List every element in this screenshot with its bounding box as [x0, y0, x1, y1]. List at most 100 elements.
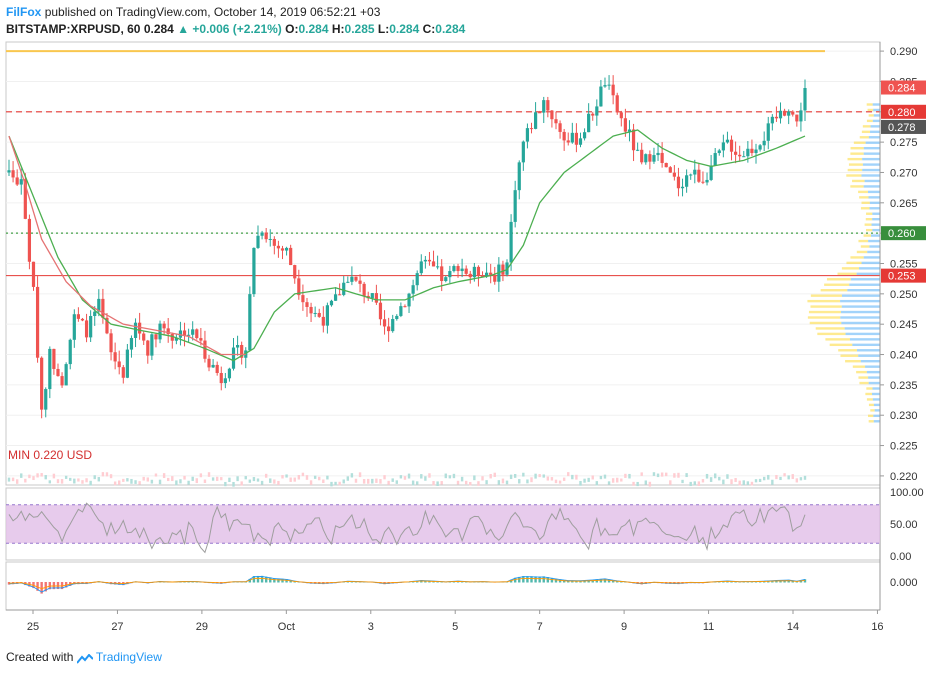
- volume-bar: [289, 477, 292, 482]
- profile-bar-down: [865, 141, 880, 144]
- candle-body: [587, 113, 591, 133]
- candle-body: [105, 317, 109, 334]
- moving-averages: [8, 129, 806, 362]
- volume-bar: [334, 481, 337, 486]
- volume-bar: [122, 478, 125, 482]
- candle-body: [76, 314, 80, 319]
- volume-bar: [399, 475, 403, 479]
- candle-body: [268, 238, 272, 240]
- high-value: 0.285: [344, 22, 375, 36]
- volume-bar: [383, 475, 386, 480]
- candle-body: [640, 149, 644, 163]
- volume-bar: [195, 478, 198, 484]
- macd-histogram-bar: [522, 576, 525, 583]
- candle-body: [611, 84, 615, 96]
- candle-body: [187, 334, 191, 336]
- profile-bar-up: [865, 218, 873, 221]
- candle-body: [113, 352, 117, 362]
- profile-bar-up: [817, 332, 846, 336]
- candle-body: [754, 149, 758, 154]
- publish-header: FilFox published on TradingView.com, Oct…: [6, 5, 380, 19]
- volume-bar: [722, 479, 725, 485]
- price-label-box: [881, 226, 926, 241]
- candle-body: [403, 306, 407, 308]
- volume-bar: [318, 476, 321, 481]
- publisher-name[interactable]: FilFox: [6, 5, 42, 19]
- profile-bar-up: [860, 207, 870, 210]
- candle-body: [333, 294, 338, 301]
- candle-body: [382, 319, 387, 327]
- profile-bar-down: [873, 414, 880, 418]
- candle-body: [697, 169, 701, 182]
- tradingview-brand[interactable]: TradingView: [95, 650, 162, 664]
- volume-bar: [379, 479, 382, 484]
- profile-bar-up: [853, 141, 866, 144]
- volume-bar: [775, 474, 778, 480]
- profile-bar-down: [858, 354, 880, 357]
- volume-bar: [575, 474, 578, 480]
- candle-body: [162, 323, 166, 329]
- price-label-box: [881, 119, 926, 134]
- volume-bar: [346, 476, 350, 481]
- rsi-band: [6, 504, 880, 544]
- time-tick-label: 25: [27, 621, 39, 633]
- volume-bar: [7, 477, 11, 482]
- profile-bar-up: [850, 256, 864, 259]
- volume-bar: [350, 473, 354, 478]
- candle-body: [129, 337, 134, 350]
- rsi-line: [8, 502, 806, 554]
- candle-body: [419, 261, 423, 274]
- candle-body: [705, 179, 709, 183]
- open-label: O:: [285, 22, 299, 36]
- candle-body: [7, 170, 11, 173]
- price-label-text: 0.260: [888, 228, 916, 240]
- volume-bar: [456, 480, 460, 485]
- macd-histogram-bar: [248, 578, 252, 583]
- volume-bar: [730, 479, 733, 485]
- volume-bar: [550, 477, 554, 481]
- ma-line: [8, 129, 806, 362]
- volume-bar: [640, 472, 643, 476]
- candle-body: [374, 293, 378, 303]
- ma-fast-line: [8, 135, 246, 356]
- candle-body: [297, 278, 301, 296]
- candle-body: [521, 141, 525, 163]
- candle-body: [138, 322, 142, 334]
- high-label: H:: [331, 22, 345, 36]
- profile-bar-down: [868, 196, 880, 199]
- profile-bar-down: [845, 332, 880, 336]
- candle-body: [501, 264, 505, 275]
- candle-body: [464, 268, 468, 274]
- volume-bar: [452, 473, 456, 479]
- profile-bar-down: [863, 146, 880, 150]
- candle-body: [615, 95, 619, 113]
- profile-bar-down: [868, 239, 880, 243]
- volume-bar: [522, 472, 525, 477]
- volume-bar: [497, 480, 501, 485]
- candle-body: [395, 315, 399, 320]
- volume-bar: [448, 475, 452, 479]
- volume-bar: [595, 481, 599, 486]
- price-tick-label: 0.255: [890, 259, 918, 271]
- profile-bar-up: [850, 146, 864, 150]
- volume-bar: [669, 480, 672, 485]
- volume-bar: [32, 476, 35, 481]
- volume-bar: [56, 479, 60, 484]
- profile-bar-down: [873, 108, 880, 112]
- candle-body: [436, 266, 440, 268]
- volume-bar: [109, 474, 113, 479]
- candle-body: [582, 132, 587, 139]
- volume-bar: [69, 477, 72, 481]
- profile-bar-down: [870, 125, 880, 128]
- volume-bar: [305, 475, 309, 480]
- price-tick-label: 0.235: [890, 380, 918, 392]
- candle-body: [480, 275, 485, 277]
- volume-bar: [52, 473, 56, 479]
- volume-bar: [236, 476, 239, 482]
- profile-bar-down: [866, 370, 880, 374]
- volume-bar: [371, 478, 374, 484]
- signal-line: [8, 577, 806, 590]
- volume-bar: [81, 480, 84, 484]
- volume-bar: [485, 480, 488, 485]
